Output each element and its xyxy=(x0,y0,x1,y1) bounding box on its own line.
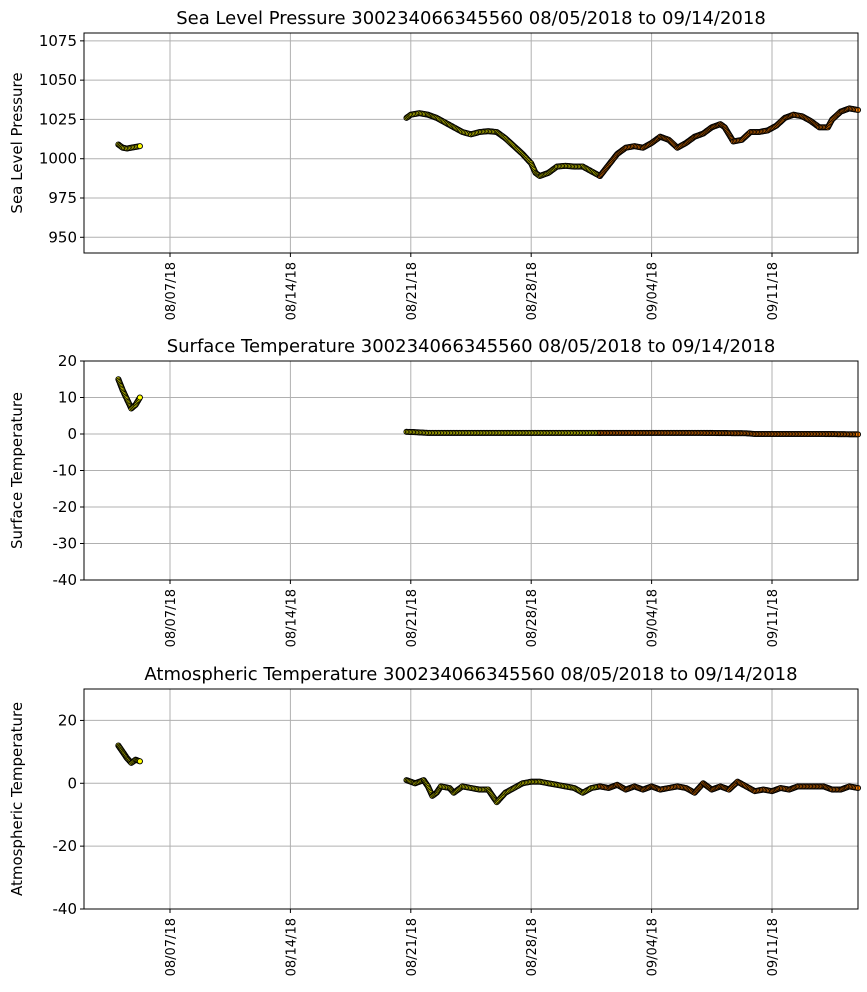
y-tick-label: 10 xyxy=(58,389,77,407)
chart-title: Sea Level Pressure 300234066345560 08/05… xyxy=(176,8,766,29)
x-tick-label: 08/14/18 xyxy=(284,589,299,647)
x-tick-label: 08/07/18 xyxy=(164,589,179,647)
x-tick-label: 09/04/18 xyxy=(646,262,661,320)
y-axis-label: Atmospheric Temperature xyxy=(8,702,26,896)
series-1 xyxy=(115,141,143,152)
y-tick-label: -40 xyxy=(53,900,78,918)
data-point xyxy=(136,758,143,765)
x-tick-label: 08/14/18 xyxy=(284,262,299,320)
x-tick-label: 08/28/18 xyxy=(525,589,540,647)
y-tick-label: -20 xyxy=(53,837,78,855)
y-tick-label: 20 xyxy=(58,711,77,729)
x-tick-label: 08/07/18 xyxy=(164,262,179,320)
series-3 xyxy=(596,105,862,180)
y-tick-label: -40 xyxy=(53,571,78,589)
x-tick-label: 08/28/18 xyxy=(525,262,540,320)
y-tick-label: 0 xyxy=(67,425,77,443)
chart-panel-3: -40 -20 0 20 08/07/18 08/14/18 08/21/18 08/28/1… xyxy=(8,664,862,976)
y-tick-label: 950 xyxy=(48,228,77,246)
x-tick-label: 09/11/18 xyxy=(766,589,781,647)
y-tick-label: -30 xyxy=(53,535,78,553)
x-tick-label: 09/04/18 xyxy=(646,918,661,976)
series-1 xyxy=(115,376,143,412)
axes-frame xyxy=(83,32,859,254)
data-point xyxy=(136,394,143,401)
chart-title: Surface Temperature 300234066345560 08/0… xyxy=(167,336,776,357)
x-tick-label: 08/21/18 xyxy=(405,918,420,976)
data-point xyxy=(136,143,143,150)
axes-frame xyxy=(83,688,859,910)
y-axis-label: Sea Level Pressure xyxy=(8,72,26,213)
y-tick-label: 20 xyxy=(58,352,77,370)
y-axis-label: Surface Temperature xyxy=(8,392,26,549)
y-tick-label: 1000 xyxy=(39,150,77,168)
x-tick-label: 08/07/18 xyxy=(164,918,179,976)
x-tick-label: 08/21/18 xyxy=(405,262,420,320)
chart-title: Atmospheric Temperature 300234066345560 … xyxy=(144,664,797,685)
y-tick-label: 0 xyxy=(67,774,77,792)
x-tick-label: 09/11/18 xyxy=(766,262,781,320)
chart-panel-2: -40 -30 -20 -10 0 10 20 08/07/18 08/14/18 08/21/1… xyxy=(8,336,862,647)
x-tick-label: 09/04/18 xyxy=(646,589,661,647)
y-tick-label: 975 xyxy=(48,189,77,207)
y-tick-label: 1025 xyxy=(39,110,77,128)
series-2 xyxy=(403,110,604,180)
y-tick-label: 1075 xyxy=(39,32,77,50)
series-2 xyxy=(403,428,604,436)
series-3 xyxy=(596,778,862,796)
y-tick-label: -10 xyxy=(53,462,78,480)
series-2 xyxy=(403,777,604,806)
y-tick-label: 1050 xyxy=(39,71,77,89)
x-tick-label: 09/11/18 xyxy=(766,918,781,976)
y-tick-label: -20 xyxy=(53,498,78,516)
chart-panel-1: 950 975 1000 1025 1050 1075 08/07/18 08/14/18 08… xyxy=(8,8,862,320)
x-tick-label: 08/28/18 xyxy=(525,918,540,976)
series-3 xyxy=(596,429,862,438)
x-tick-label: 08/21/18 xyxy=(405,589,420,647)
x-tick-label: 08/14/18 xyxy=(284,918,299,976)
series-1 xyxy=(115,742,143,766)
